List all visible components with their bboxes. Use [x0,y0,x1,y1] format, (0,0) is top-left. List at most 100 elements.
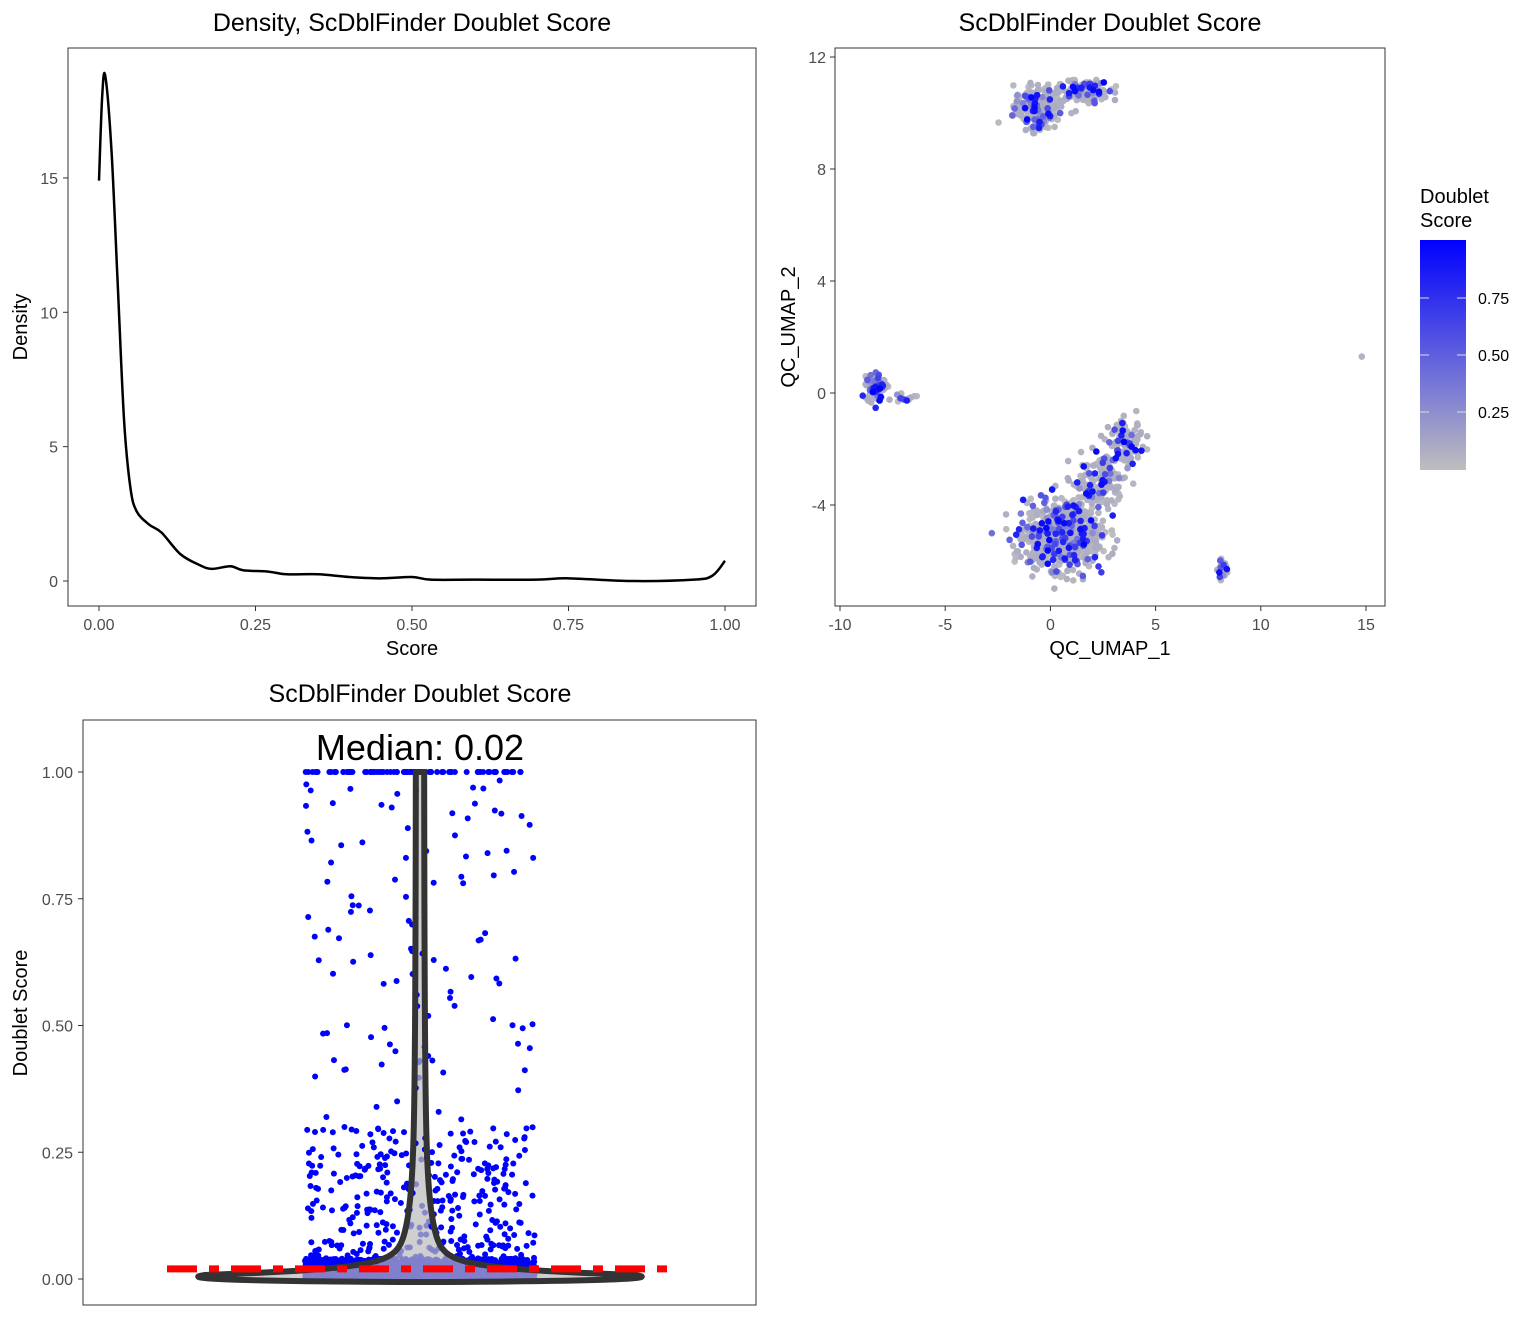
umap-point [1095,88,1103,95]
data-point [400,1184,407,1191]
data-point [478,1242,485,1249]
umap-point [1091,522,1098,530]
umap-point [1111,96,1119,104]
data-point [476,1192,483,1199]
data-point [383,1153,390,1160]
umap-point [1013,98,1021,105]
umap-point [1029,123,1037,131]
umap-point [1124,464,1131,472]
data-point [501,1201,508,1208]
y-tick-label: 0.25 [42,1145,73,1162]
data-point [305,1160,312,1167]
data-point [375,1229,382,1236]
data-point [330,1057,337,1064]
data-point [511,1231,518,1238]
umap-point [1072,107,1079,115]
data-point [392,1048,399,1055]
data-point [308,1239,315,1246]
umap-point [1045,87,1053,94]
data-point [484,1236,491,1243]
umap-point [1108,497,1115,504]
umap-point [1128,443,1135,451]
data-point [312,1169,319,1176]
data-point [485,1162,492,1169]
data-point [486,1143,493,1150]
chart-title: Density, ScDblFinder Doublet Score [213,9,611,37]
umap-point [1098,532,1106,539]
data-point [519,1025,526,1032]
data-point [338,842,345,849]
umap-point [1051,585,1058,592]
umap-point [1080,463,1088,470]
umap-point [1023,116,1031,123]
data-point [380,1130,387,1137]
data-point [454,1169,461,1176]
umap-point [1045,518,1052,525]
data-point [491,769,498,775]
umap-point [1017,510,1025,517]
data-point [475,769,482,775]
umap-point [1084,547,1091,555]
umap-point [1057,103,1065,110]
data-point [478,1167,485,1174]
data-point [462,1137,469,1144]
data-point [497,1223,504,1230]
data-point [401,769,408,775]
umap-point [1060,544,1068,551]
data-point [320,1030,327,1037]
umap-point [1014,91,1021,99]
umap-point [1051,104,1058,111]
umap-point [1017,553,1025,561]
umap-point [1064,457,1072,465]
data-point [509,1022,516,1029]
umap-point [1087,517,1095,524]
data-point [488,1240,495,1247]
data-point [463,769,470,775]
data-point [324,878,331,885]
data-point [350,958,357,965]
median-annotation: Median: 0.02 [316,727,524,768]
data-point [379,1219,386,1226]
data-point [501,1166,508,1173]
umap-point [1019,519,1026,527]
umap-point [1044,81,1052,88]
data-point [315,1185,322,1192]
umap-point [1097,432,1105,440]
data-point [337,1257,344,1264]
umap-point [1112,454,1120,462]
umap-point [1027,79,1034,87]
data-point [395,1260,402,1267]
data-point [439,769,446,775]
umap-point [1065,477,1072,484]
umap-point [1045,110,1052,118]
data-point [349,902,356,909]
umap-point [1021,92,1029,100]
umap-point [1002,525,1010,533]
data-point [519,1255,526,1262]
data-point [449,1224,456,1231]
data-point [354,1194,361,1201]
data-point [312,769,319,775]
data-point [476,1271,483,1278]
data-point [515,1087,522,1094]
umap-point [903,397,911,404]
umap-point [1021,104,1029,112]
data-point [530,854,537,861]
data-point [306,1172,313,1179]
data-point [434,769,441,775]
data-point [406,1260,413,1267]
umap-point [1039,93,1046,101]
data-point [424,1255,431,1262]
umap-point [869,388,877,396]
data-point [452,1191,459,1198]
data-point [380,980,387,987]
umap-point [1052,508,1060,515]
violin-outline [195,769,645,1286]
umap-point [1044,560,1052,568]
data-point [507,1225,514,1232]
umap-point [1138,447,1145,455]
umap-point [1031,104,1038,111]
umap-point [1050,550,1058,558]
data-point [449,810,456,817]
data-point [330,1273,337,1280]
